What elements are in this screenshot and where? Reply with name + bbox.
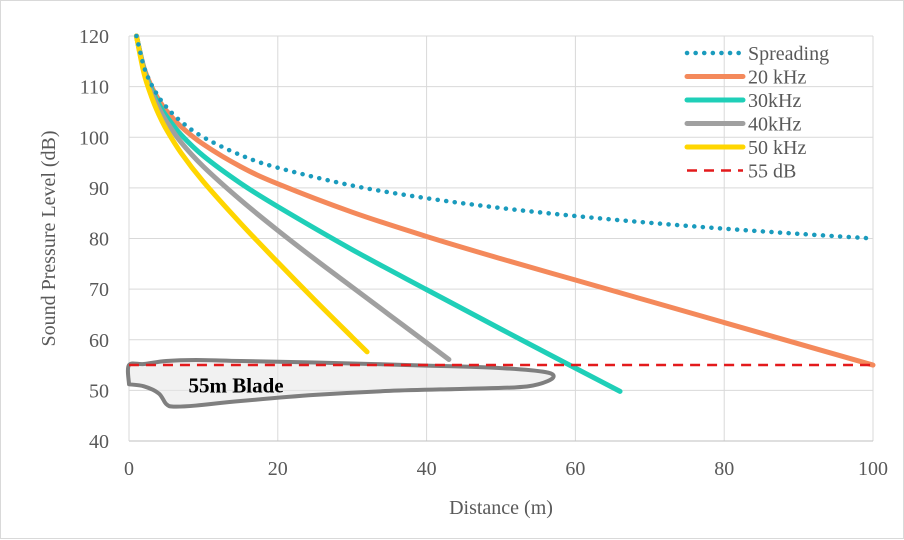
axis-tick-labels: 40 50 60 70 80 90 100 110 120 0 20 40 60 80 100 — [79, 26, 888, 480]
y-tick-label: 80 — [89, 229, 109, 251]
y-tick-label: 120 — [79, 26, 109, 48]
series-line-40khz — [133, 33, 452, 362]
y-tick-label: 100 — [79, 127, 109, 149]
legend-label-20-khz: 20 kHz — [748, 67, 806, 89]
x-tick-label: 100 — [858, 458, 888, 480]
legend-label-50-khz: 50 kHz — [748, 137, 806, 159]
x-axis-title: Distance (m) — [449, 497, 553, 519]
chart-gridlines — [128, 35, 874, 442]
x-tick-label: 60 — [565, 458, 585, 480]
y-tick-label: 40 — [89, 431, 109, 453]
blade-label: 55m Blade — [189, 373, 284, 397]
x-tick-label: 0 — [124, 458, 134, 480]
chart-series-lines — [129, 33, 876, 394]
blade-annotation: 55m Blade — [125, 358, 556, 409]
legend-label-55-db: 55 dB — [748, 161, 796, 183]
y-tick-label: 60 — [89, 330, 109, 352]
legend-label-30khz: 30kHz — [748, 90, 801, 112]
x-tick-label: 80 — [714, 458, 734, 480]
legend-label-spreading: Spreading — [748, 43, 829, 65]
blade-outline — [125, 358, 556, 409]
legend-label-40khz: 40kHz — [748, 114, 801, 136]
x-tick-label: 20 — [268, 458, 288, 480]
y-tick-label: 50 — [89, 380, 109, 402]
series-line-50-khz — [133, 33, 370, 355]
y-tick-label: 110 — [80, 77, 109, 99]
x-tick-label: 40 — [417, 458, 437, 480]
y-axis-title: Sound Pressure Level (dB) — [38, 130, 60, 346]
y-tick-label: 90 — [89, 178, 109, 200]
y-tick-label: 70 — [89, 279, 109, 301]
